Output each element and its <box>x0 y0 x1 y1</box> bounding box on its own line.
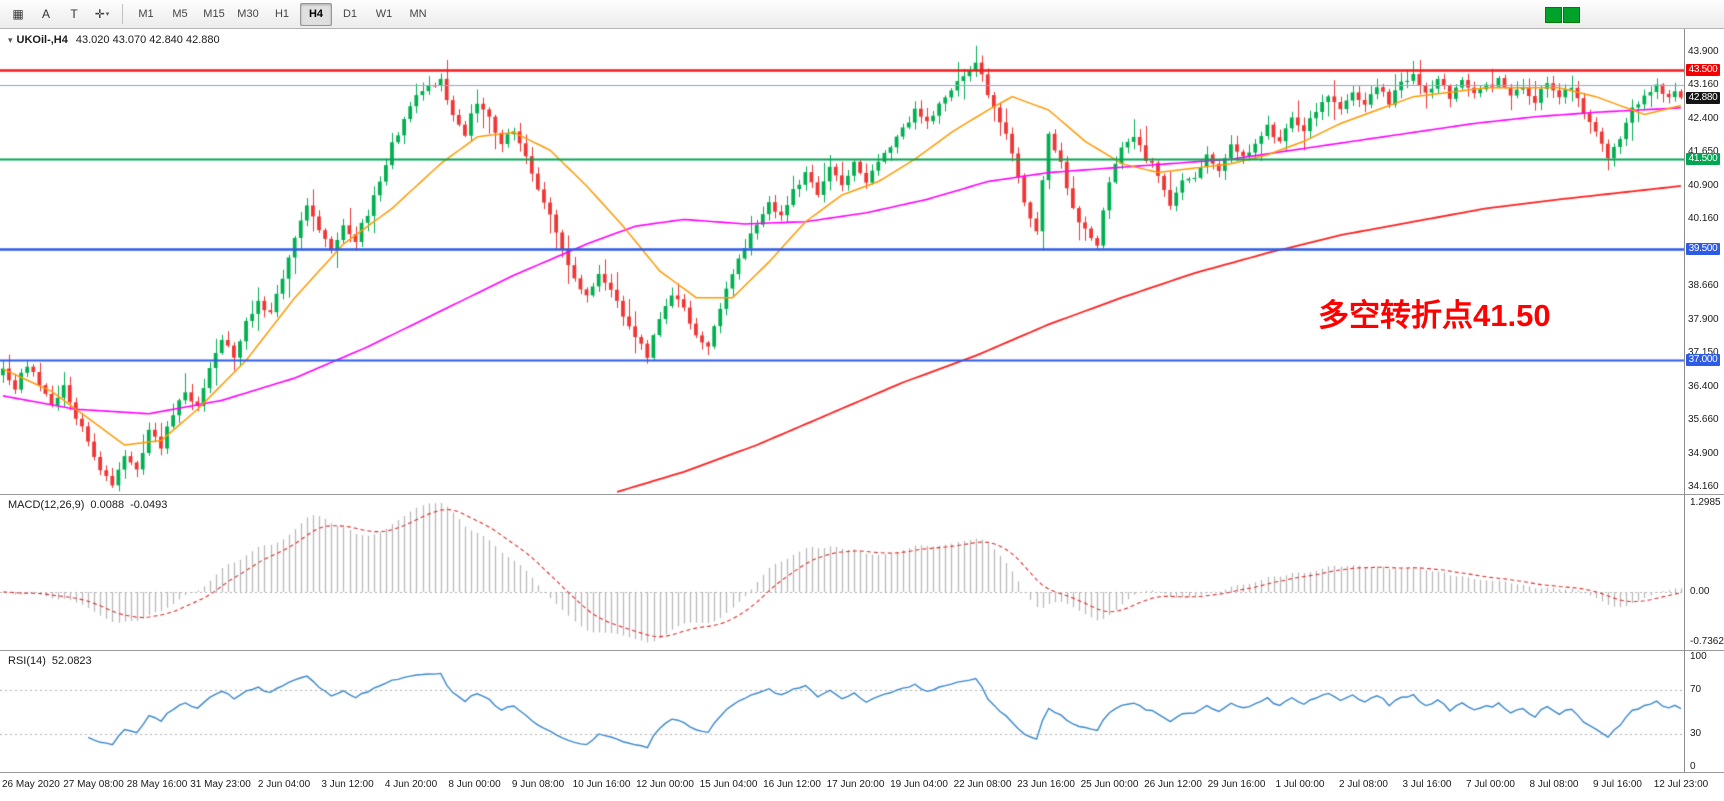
time-axis-label: 16 Jun 12:00 <box>763 779 821 790</box>
macd-panel-canvas[interactable] <box>0 495 1684 650</box>
macd-signal-value: -0.0493 <box>130 499 168 511</box>
chart-symbol-title: UKOil-,H4 <box>16 34 68 46</box>
chart-header: ▾ UKOil-,H4 43.020 43.070 42.840 42.880 <box>8 34 220 46</box>
time-axis-label: 25 Jun 00:00 <box>1080 779 1139 790</box>
time-axis-label: 8 Jun 00:00 <box>448 779 501 790</box>
time-axis-label: 29 Jun 16:00 <box>1207 779 1266 790</box>
price-chart-canvas[interactable] <box>0 29 1684 494</box>
panel-divider[interactable] <box>0 650 1724 651</box>
timeframe-button-w1[interactable]: W1 <box>375 7 393 20</box>
toolbar-separator <box>122 4 123 24</box>
price-tick-label: 43.900 <box>1688 46 1719 57</box>
price-tag: 43.500 <box>1686 63 1720 76</box>
price-tag: 41.500 <box>1686 153 1720 166</box>
text-label-icon[interactable]: T <box>61 3 87 26</box>
time-axis-label: 19 Jun 04:00 <box>890 779 948 790</box>
timeframe-button-h1[interactable]: H1 <box>274 7 290 20</box>
timeframe-button-m1[interactable]: M1 <box>138 7 154 20</box>
rsi-value: 52.0823 <box>51 655 92 667</box>
text-label-icon: T <box>70 7 78 21</box>
chevron-down-icon: ▾ <box>105 11 110 18</box>
macd-indicator-label: MACD(12,26,9) 0.0088 -0.0493 <box>8 499 173 511</box>
chart-objects-icon: ▦ <box>12 7 24 21</box>
price-tick-label: 34.160 <box>1688 480 1719 492</box>
rsi-name: RSI(14) <box>8 655 46 667</box>
macd-axis-label: 0.00 <box>1690 586 1710 597</box>
price-tick-label: 42.400 <box>1688 112 1719 124</box>
time-axis-label: 2 Jun 04:00 <box>257 779 311 790</box>
time-axis-label: 26 May 2020 <box>2 779 60 790</box>
price-tag: 37.000 <box>1686 354 1720 367</box>
rsi-axis-label: 0 <box>1690 761 1696 772</box>
time-axis-label: 3 Jul 16:00 <box>1402 779 1452 790</box>
time-axis-label: 12 Jul 23:00 <box>1653 779 1709 790</box>
text-annotation-icon[interactable]: A <box>33 3 59 26</box>
time-axis-label: 26 Jun 12:00 <box>1144 779 1202 790</box>
timeframe-button-m5[interactable]: M5 <box>172 7 188 20</box>
price-tag: 42.880 <box>1686 91 1720 104</box>
macd-main-value: 0.0088 <box>90 499 125 511</box>
status-indicator <box>1563 7 1580 23</box>
toolbar-tool-icons: ▦ A T ✛ ▾ <box>4 3 116 26</box>
time-axis-label: 2 Jul 08:00 <box>1339 779 1388 790</box>
time-axis-label: 28 May 16:00 <box>126 779 188 790</box>
macd-axis-label: -0.7362 <box>1690 636 1724 648</box>
chart-ohlc-values: 43.020 43.070 42.840 42.880 <box>75 34 220 46</box>
rsi-axis-label: 30 <box>1690 728 1702 739</box>
time-axis-label: 12 Jun 00:00 <box>636 779 694 790</box>
timeframe-button-d1[interactable]: D1 <box>342 7 358 20</box>
price-tag: 39.500 <box>1686 242 1720 255</box>
price-tick-label: 34.900 <box>1688 447 1719 459</box>
macd-axis-label: 1.2985 <box>1690 496 1721 508</box>
time-axis-label: 3 Jun 12:00 <box>321 779 374 790</box>
time-axis-label: 15 Jun 04:00 <box>699 779 758 790</box>
price-tick-label: 36.400 <box>1688 380 1719 392</box>
time-axis-label: 8 Jul 08:00 <box>1529 779 1579 790</box>
time-axis-label: 7 Jul 00:00 <box>1466 779 1515 790</box>
time-axis-label: 22 Jun 08:00 <box>953 779 1012 790</box>
panel-divider[interactable] <box>0 772 1724 773</box>
price-tick-label: 35.660 <box>1688 413 1719 425</box>
timeframe-button-mn[interactable]: MN <box>409 7 427 20</box>
status-indicator <box>1545 7 1562 23</box>
price-tick-label: 43.160 <box>1688 79 1719 91</box>
chart-objects-icon[interactable]: ▦ <box>5 3 31 26</box>
time-axis[interactable]: 26 May 2020 27 May 08:00 28 May 16:00 31 Ma… <box>0 773 1724 801</box>
time-axis-label: 23 Jun 16:00 <box>1017 779 1075 790</box>
toolbar: ▦ A T ✛ ▾ M1 M5 M15 M30 H1 H4 D1 W1 MN <box>0 0 1724 29</box>
timeframe-button-m15[interactable]: M15 <box>203 7 225 20</box>
price-tick-label: 40.160 <box>1688 213 1719 225</box>
panel-divider[interactable] <box>0 494 1724 495</box>
chart-annotation[interactable]: 多空转折点41.50 <box>1318 298 1551 333</box>
timeframe-button-h4[interactable]: H4 <box>300 2 332 26</box>
price-tick-label: 38.660 <box>1688 280 1719 292</box>
rsi-axis-label: 70 <box>1690 684 1702 695</box>
chart-collapse-icon[interactable]: ▾ <box>8 35 13 45</box>
time-axis-label: 9 Jun 08:00 <box>511 779 565 790</box>
price-tick-label: 37.150 <box>1688 347 1719 359</box>
time-axis-label: 4 Jun 20:00 <box>384 779 438 790</box>
time-axis-label: 1 Jul 00:00 <box>1275 779 1325 790</box>
timeframe-button-group: M1 M5 M15 M30 H1 H4 D1 W1 MN <box>129 2 435 26</box>
draw-tools-icon[interactable]: ✛ ▾ <box>89 3 115 26</box>
time-axis-label: 9 Jul 16:00 <box>1593 779 1642 790</box>
rsi-panel-canvas[interactable] <box>0 651 1684 772</box>
time-axis-label: 17 Jun 20:00 <box>826 779 885 790</box>
macd-name: MACD(12,26,9) <box>8 499 85 511</box>
time-axis-label: 10 Jun 16:00 <box>572 779 631 790</box>
price-tick-label: 40.900 <box>1688 179 1719 191</box>
draw-tools-icon: ✛ <box>94 7 105 21</box>
time-axis-label: 27 May 08:00 <box>63 779 124 790</box>
text-annotation-icon: A <box>41 7 50 21</box>
price-tick-label: 41.650 <box>1688 146 1719 158</box>
axis-border <box>1684 29 1685 772</box>
price-tick-label: 37.900 <box>1688 313 1719 325</box>
timeframe-button-m30[interactable]: M30 <box>237 7 259 20</box>
time-axis-label: 31 May 23:00 <box>190 779 251 790</box>
rsi-axis-label: 100 <box>1690 651 1707 662</box>
rsi-indicator-label: RSI(14) 52.0823 <box>8 655 98 667</box>
